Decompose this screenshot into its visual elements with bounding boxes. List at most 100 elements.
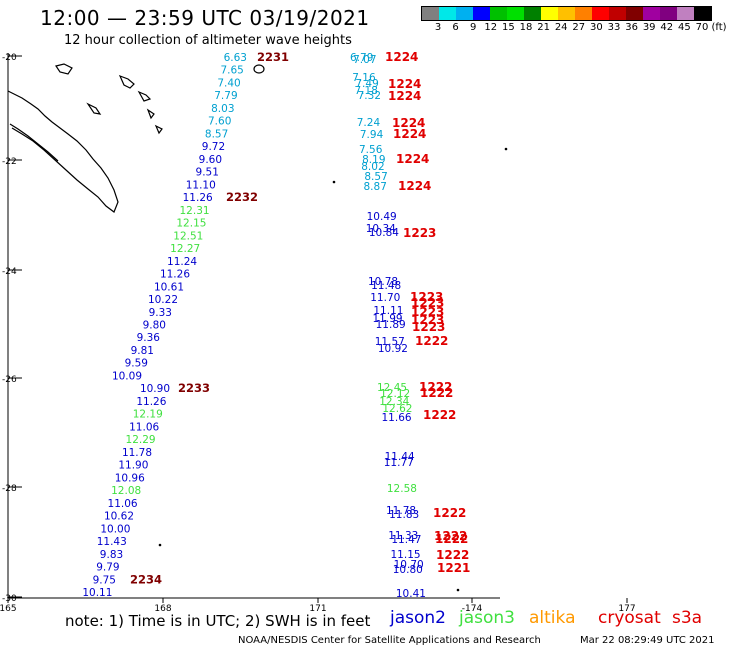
time-label: 1224 [385, 50, 418, 64]
time-label: 1224 [393, 127, 426, 141]
wave-height-label: 11.06 [108, 498, 138, 510]
wave-height-label: 7.49 [355, 78, 378, 90]
wave-height-label: 11.47 [391, 534, 421, 546]
time-label: 1224 [396, 152, 429, 166]
wave-height-label: 11.90 [118, 460, 148, 472]
legend-label: 30 [590, 22, 603, 33]
west-satellite-track: 6.637.657.407.798.037.608.579.729.609.51… [82, 50, 289, 599]
wave-height-label: 10.49 [367, 211, 397, 223]
wave-height-label: 10.11 [82, 587, 112, 599]
wave-height-label: 11.26 [183, 192, 213, 204]
legend-swatch [694, 7, 711, 20]
wave-height-label: 8.57 [364, 171, 387, 183]
coastline [7, 63, 508, 592]
lon-label: 168 [154, 604, 171, 614]
wave-height-label: 9.60 [199, 154, 222, 166]
legend-label: 24 [554, 22, 568, 33]
lon-label: 171 [309, 604, 326, 614]
wave-height-label: 7.65 [220, 65, 243, 77]
wave-height-label: 11.43 [97, 536, 127, 548]
wave-height-label: 10.34 [366, 223, 396, 235]
lat-label: -28 [2, 484, 17, 494]
legend-swatch [626, 7, 643, 20]
satellite-legend-jason3: jason3 [459, 608, 515, 628]
wave-height-label: 10.41 [396, 588, 426, 600]
wave-height-label: 7.07 [353, 54, 376, 66]
time-label: 1224 [388, 77, 421, 91]
wave-height-label: 7.79 [214, 90, 237, 102]
lon-label: 165 [0, 604, 17, 614]
wave-height-label: 10.22 [148, 294, 178, 306]
time-label: 2233 [178, 381, 210, 395]
lon-label: -174 [462, 604, 483, 614]
legend-swatch [643, 7, 660, 20]
wave-height-label: 9.79 [96, 562, 119, 574]
time-label: 1222 [433, 506, 466, 520]
lat-label: -22 [2, 157, 17, 167]
wave-height-label: 10.84 [369, 227, 399, 239]
legend-swatch [558, 7, 575, 20]
wave-height-label: 9.83 [100, 549, 123, 561]
legend-label: 42 [660, 22, 674, 33]
legend-label: 21 [537, 22, 550, 33]
wave-height-label: 12.51 [173, 230, 203, 242]
legend-label: 6 [452, 22, 459, 33]
legend-label: 33 [607, 22, 621, 33]
islet-dot [158, 543, 162, 547]
wave-height-label: 7.60 [208, 116, 231, 128]
legend-swatch [677, 7, 694, 20]
coastline-segment [55, 63, 73, 75]
lat-label: -24 [2, 267, 17, 277]
wave-height-label: 7.32 [358, 90, 381, 102]
page-subtitle: 12 hour collection of altimeter wave hei… [64, 33, 352, 48]
lat-label: -20 [2, 53, 17, 63]
time-label: 1222 [423, 408, 456, 422]
wave-height-label: 12.29 [126, 434, 156, 446]
east-satellite-track: 6.797.07 7.167.497.187.32 7.247.94 7.568.19… [350, 50, 470, 600]
time-label: 1223 [411, 305, 444, 319]
legend-label: 18 [519, 22, 533, 33]
wave-height-label: 11.26 [160, 269, 190, 281]
credit-line: NOAA/NESDIS Center for Satellite Applica… [238, 635, 541, 646]
legend-swatch [541, 7, 558, 20]
time-label: 2231 [257, 50, 289, 64]
lat-label: -26 [2, 375, 17, 385]
time-label: 1221 [437, 561, 470, 575]
coastline-segment [146, 108, 155, 120]
time-label: 1222 [436, 548, 469, 562]
page-title: 12:00 — 23:59 UTC 03/19/2021 [40, 6, 370, 30]
legend-swatch [422, 7, 439, 20]
wave-height-label: 12.45 [377, 382, 407, 394]
wave-height-label: 11.66 [382, 412, 412, 424]
time-label: 2234 [130, 572, 162, 586]
wave-height-label: 8.03 [211, 103, 234, 115]
wave-height-label: 12.62 [382, 403, 412, 415]
legend-label: 15 [502, 22, 515, 33]
wave-height-label: 6.63 [224, 52, 247, 64]
legend-swatch [592, 7, 609, 20]
wave-height-label: 9.75 [93, 574, 116, 586]
islet-dot [456, 588, 460, 592]
wave-height-label: 8.87 [364, 181, 387, 193]
time-label: 1223 [411, 313, 444, 327]
time-label: 1224 [398, 179, 431, 193]
wave-height-label: 11.83 [389, 509, 419, 521]
wave-height-label: 9.80 [143, 320, 166, 332]
lat-label: -30 [2, 594, 17, 604]
wave-height-label: 10.92 [378, 343, 408, 355]
wave-height-label: 11.70 [370, 292, 400, 304]
coastline-segment [137, 90, 152, 102]
wave-height-label: 9.72 [202, 141, 225, 153]
wave-height-label: 9.81 [131, 345, 154, 357]
legend-swatch [609, 7, 626, 20]
coastline-segment [154, 124, 163, 135]
time-label: 1223 [411, 296, 444, 310]
time-label: 1222 [434, 529, 467, 543]
satellite-legend-cryosat: cryosat [598, 608, 661, 628]
time-label: 1222 [435, 532, 468, 546]
satellite-legend-s3a: s3a [672, 608, 703, 628]
islet-dot [332, 180, 336, 184]
wave-height-label: 12.27 [170, 243, 200, 255]
wave-height-label: 11.06 [129, 421, 159, 433]
